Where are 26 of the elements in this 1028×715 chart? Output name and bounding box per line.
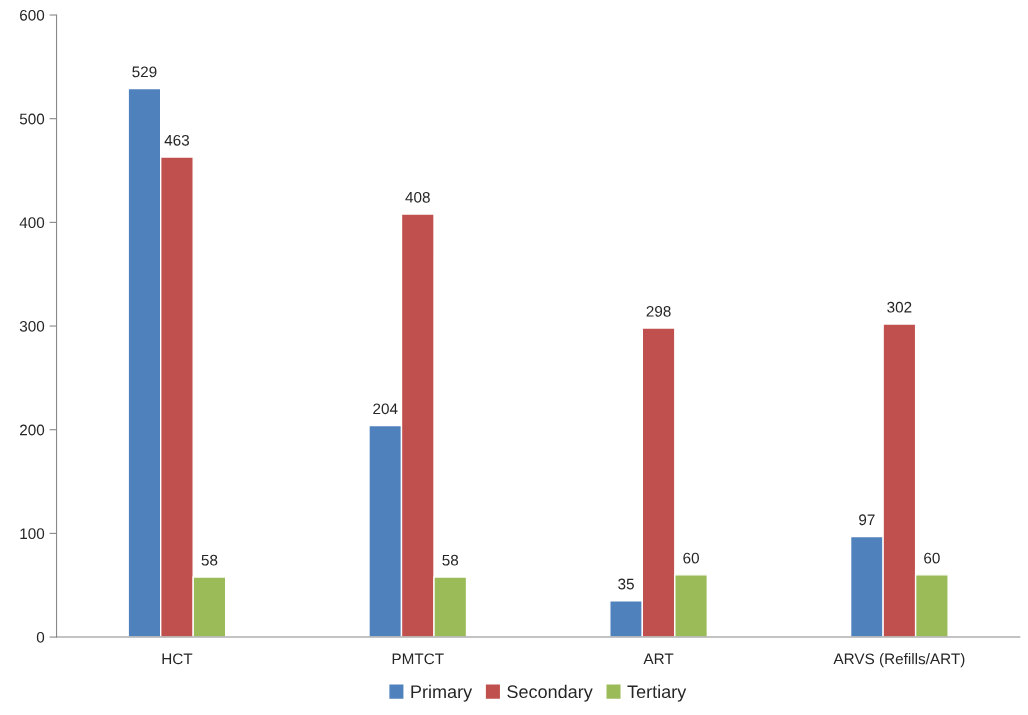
data-label: 463 xyxy=(164,134,190,146)
data-label: 302 xyxy=(887,301,912,313)
data-label: 97 xyxy=(859,514,875,526)
legend-label: Secondary xyxy=(507,684,593,702)
data-label: 60 xyxy=(924,552,940,564)
data-label: 529 xyxy=(132,66,157,78)
x-tick-label: PMTCT xyxy=(392,653,444,665)
data-label: 408 xyxy=(405,191,430,203)
y-tick-label: 0 xyxy=(36,631,45,643)
data-label: 58 xyxy=(442,554,459,566)
data-label: 298 xyxy=(646,305,671,317)
legend-label: Tertiary xyxy=(627,684,687,702)
data-label: 35 xyxy=(618,578,634,590)
y-tick-label: 100 xyxy=(20,528,45,540)
data-label: 60 xyxy=(683,552,699,564)
legend-label: Primary xyxy=(411,684,473,702)
y-tick-label: 500 xyxy=(19,113,45,125)
y-tick-label: 200 xyxy=(20,424,45,436)
data-label: 204 xyxy=(373,403,398,415)
x-tick-label: ART xyxy=(643,653,674,665)
y-tick-label: 400 xyxy=(19,217,45,229)
x-tick-label: ARVS (Refills/ART) xyxy=(833,653,965,668)
y-tick-label: 300 xyxy=(19,320,45,332)
y-tick-label: 600 xyxy=(20,9,45,21)
data-label: 58 xyxy=(201,554,218,566)
x-tick-label: HCT xyxy=(162,653,193,665)
